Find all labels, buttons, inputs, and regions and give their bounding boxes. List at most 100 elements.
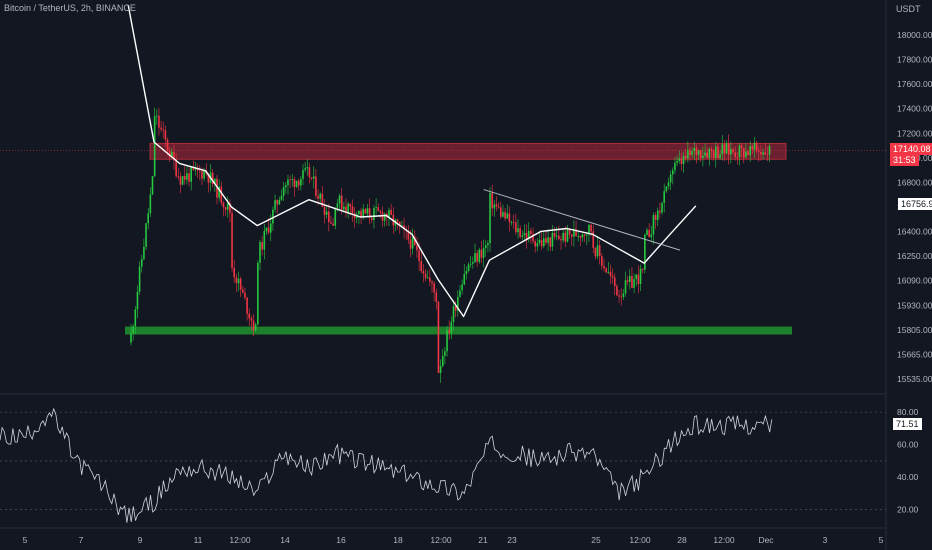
time-tick-label: 28 [677, 535, 687, 545]
candle [222, 201, 225, 217]
candle [469, 255, 472, 268]
candle [188, 167, 190, 187]
candle [536, 238, 539, 252]
candle [379, 209, 382, 219]
candle [650, 225, 653, 243]
candle [381, 206, 384, 228]
candle [130, 323, 132, 346]
candle [659, 202, 661, 219]
candle [323, 198, 326, 224]
candle [538, 231, 541, 246]
candle [321, 186, 324, 207]
candle [340, 188, 343, 215]
candle [183, 166, 186, 185]
candle [248, 308, 251, 327]
candle [351, 199, 354, 223]
candle [699, 149, 702, 162]
candle [601, 252, 603, 270]
candle [429, 269, 431, 287]
candle [407, 225, 410, 244]
candle [631, 267, 633, 289]
candle [697, 150, 700, 161]
candle [431, 280, 433, 293]
candle [207, 172, 210, 193]
candle [762, 148, 764, 160]
candle [377, 203, 380, 212]
candle [285, 182, 287, 194]
candle [760, 144, 762, 161]
candle [506, 204, 509, 220]
candle [390, 203, 392, 216]
candle [764, 142, 767, 155]
candle [534, 239, 536, 253]
candle [242, 286, 244, 294]
candle [684, 148, 687, 162]
candle [596, 236, 599, 260]
candle [564, 226, 567, 247]
candle [504, 208, 506, 221]
candle [409, 230, 412, 258]
time-tick-label: 12:00 [430, 535, 452, 545]
candle [306, 159, 309, 176]
countdown-value: 31:53 [893, 155, 916, 165]
candle [186, 166, 188, 185]
candle [635, 273, 638, 287]
candle [500, 201, 502, 219]
candle [366, 203, 369, 217]
candle [310, 177, 313, 181]
candle [211, 168, 214, 188]
candle [609, 264, 612, 285]
candle [302, 164, 304, 185]
candle [495, 196, 498, 212]
candle [315, 169, 317, 199]
time-tick-label: 3 [823, 535, 828, 545]
candle [173, 144, 175, 170]
candle [616, 283, 618, 297]
candle [422, 264, 425, 283]
candle [562, 228, 564, 244]
candle [143, 238, 145, 261]
candle [487, 240, 489, 253]
candle [272, 206, 274, 231]
candle [523, 224, 526, 240]
candle [639, 264, 642, 292]
candle [676, 155, 678, 167]
candle [667, 177, 670, 190]
candle [424, 268, 427, 282]
rsi-axis[interactable]: 80.00 60.00 40.00 20.00 [897, 407, 919, 515]
candle [558, 225, 560, 241]
price-tick-label: 16090.00 [897, 276, 932, 286]
candle [734, 146, 736, 161]
time-axis[interactable]: 5 7 9 11 12:00 14 16 18 12:00 21 23 25 12:00 28 12:00 D… [23, 535, 884, 545]
candle [626, 275, 629, 286]
candle [162, 121, 165, 139]
rsi-tick-label: 80.00 [897, 407, 919, 417]
price-tick-label: 17800.00 [897, 55, 932, 65]
candle [740, 142, 743, 158]
time-tick-label: 21 [478, 535, 488, 545]
candle [665, 185, 668, 193]
candle [553, 226, 556, 240]
symbol-title[interactable]: Bitcoin / TetherUS, 2h, BINANCE [4, 3, 136, 13]
candle [244, 287, 246, 301]
candle [723, 140, 726, 162]
candle [134, 306, 137, 335]
candle [719, 150, 721, 161]
candle [398, 221, 401, 234]
price-tick-label: 15930.00 [897, 300, 932, 310]
candle [517, 219, 519, 239]
candle [689, 147, 691, 162]
candle [702, 146, 704, 167]
ma-value: 16756.90 [901, 199, 932, 209]
candle [199, 164, 201, 181]
candle [441, 348, 444, 368]
time-tick-label: 25 [591, 535, 601, 545]
candle [164, 125, 167, 148]
candle [637, 265, 640, 294]
candle [525, 224, 528, 249]
candle [715, 142, 717, 168]
time-tick-label: 12:00 [629, 535, 651, 545]
candle [611, 268, 614, 284]
candle [515, 213, 517, 235]
